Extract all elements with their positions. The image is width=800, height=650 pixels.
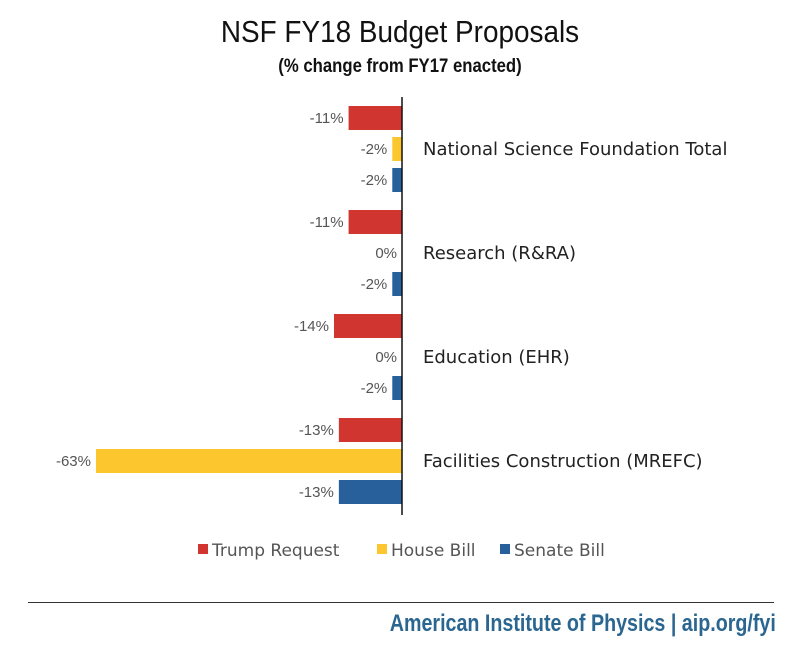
footer-divider <box>28 602 774 603</box>
legend-label: Trump Request <box>211 541 340 561</box>
bar-trump-request <box>348 210 402 234</box>
legend-label: Senate Bill <box>514 541 605 561</box>
data-label: -2% <box>361 172 388 189</box>
category-label: Research (R&RA) <box>423 243 576 264</box>
bar-house-bill <box>96 449 402 473</box>
data-label: -13% <box>299 422 334 439</box>
chart-subtitle: (% change from FY17 enacted) <box>278 56 522 77</box>
bar-senate-bill <box>338 480 402 504</box>
data-label: 0% <box>375 349 397 366</box>
data-label: -2% <box>361 276 388 293</box>
bar-trump-request <box>338 418 402 442</box>
data-label: -2% <box>361 380 388 397</box>
category-label: Facilities Construction (MREFC) <box>423 451 703 472</box>
legend-swatch <box>500 544 510 554</box>
bar-trump-request <box>334 314 402 338</box>
data-label: 0% <box>375 245 397 262</box>
data-label: -63% <box>56 453 91 470</box>
bar-trump-request <box>348 106 402 130</box>
legend-label: House Bill <box>391 541 476 561</box>
legend-swatch <box>377 544 387 554</box>
bar-senate-bill <box>392 272 402 296</box>
data-label: -11% <box>310 214 344 231</box>
category-label: National Science Foundation Total <box>423 139 727 160</box>
bar-house-bill <box>392 137 402 161</box>
legend-swatch <box>198 544 208 554</box>
bar-senate-bill <box>392 376 402 400</box>
data-label: -2% <box>361 141 388 158</box>
chart-title: NSF FY18 Budget Proposals <box>220 14 580 49</box>
data-label: -13% <box>299 484 334 501</box>
footer-credit: American Institute of Physics | aip.org/… <box>389 610 776 637</box>
data-label: -14% <box>294 318 329 335</box>
data-label: -11% <box>310 110 344 127</box>
bar-senate-bill <box>392 168 402 192</box>
category-label: Education (EHR) <box>423 347 570 368</box>
bar-chart: -11% -2% -2% National Science Foundation To… <box>56 97 727 561</box>
